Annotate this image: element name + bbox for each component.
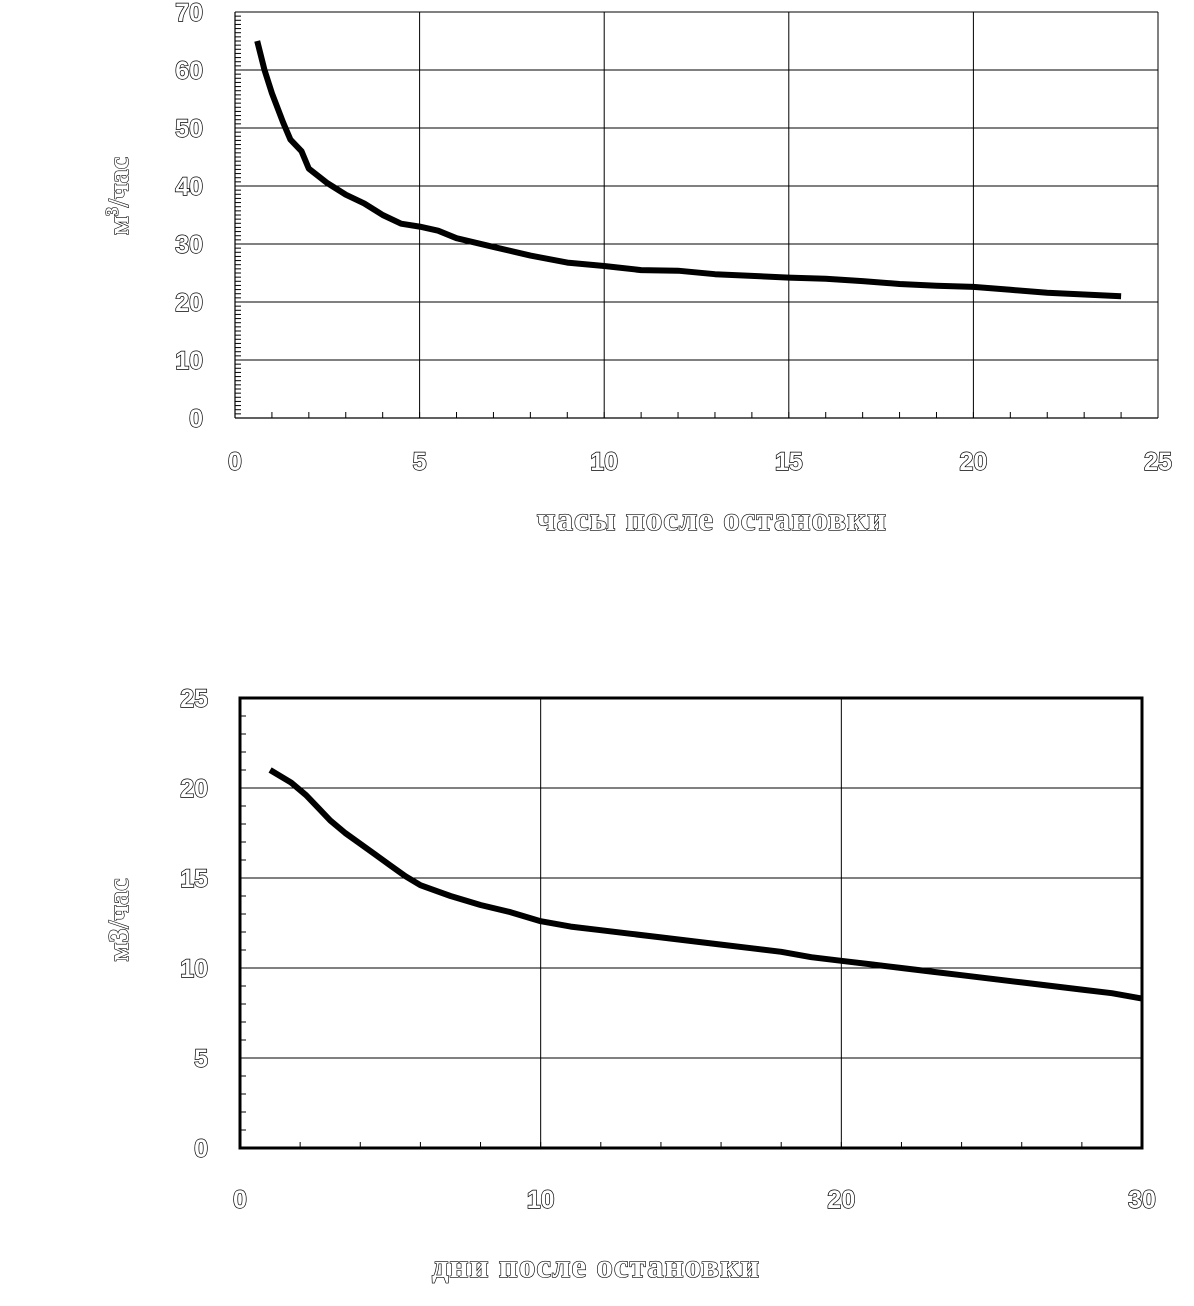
- x-tick-label: 10: [527, 1186, 555, 1214]
- y-tick-label: 20: [175, 289, 203, 317]
- series-line-0: [254, 40, 1122, 300]
- x-tick-label: 0: [233, 1186, 247, 1214]
- y-tick-label: 20: [180, 775, 208, 803]
- x-tick-label: 15: [775, 448, 803, 476]
- y-tick-label: 60: [175, 57, 203, 85]
- y-tick-label: 50: [175, 115, 203, 143]
- plot-frame-hours: [234, 12, 1159, 419]
- series-line-0: [268, 767, 1143, 1002]
- y-tick-label: 70: [175, 0, 203, 27]
- plot-frame-days: [238, 696, 1144, 1150]
- y-tick-label: 30: [175, 231, 203, 259]
- grid-hours: [235, 11, 1159, 418]
- tick-labels-days: 0 5 10 15 20 25 0 10 20 30: [179, 684, 1156, 1214]
- y-tick-label: 15: [180, 865, 208, 893]
- y-axis-label-hours: м3/час: [102, 157, 135, 235]
- grid-days: [240, 697, 1143, 1148]
- x-tick-label: 0: [228, 448, 242, 476]
- chart-hours: 0 10 20 30 40 50 60 70 0 5 10 15 20 25 часы после ост…: [101, 0, 1172, 539]
- tick-labels-hours: 0 10 20 30 40 50 60 70 0 5 10 15 20 25: [174, 0, 1172, 477]
- x-tick-label: 5: [413, 448, 427, 476]
- plot-border: [238, 696, 1144, 1150]
- x-tick-label: 30: [1128, 1186, 1156, 1214]
- x-tick-label: 20: [827, 1186, 855, 1214]
- x-tick-label: 10: [590, 448, 618, 476]
- chart-days: 0 5 10 15 20 25 0 10 20 30 дни после остановки м3…: [103, 684, 1156, 1285]
- minor-ticks-days: [239, 697, 1143, 1149]
- y-axis-label-days: м3/час: [104, 878, 135, 961]
- series-hours: [254, 40, 1122, 300]
- x-tick-label: 20: [959, 448, 987, 476]
- y-tick-label: 0: [189, 405, 203, 433]
- y-tick-label: 10: [175, 347, 203, 375]
- y-tick-label: 5: [194, 1045, 208, 1073]
- series-days: [268, 767, 1143, 1002]
- x-axis-label-days: дни после остановки: [432, 1249, 760, 1285]
- y-tick-label: 40: [175, 173, 203, 201]
- y-tick-label: 25: [180, 685, 208, 713]
- minor-ticks-hours: [234, 11, 1159, 419]
- y-tick-label: 10: [180, 955, 208, 983]
- x-tick-label: 25: [1144, 448, 1172, 476]
- y-tick-label: 0: [194, 1135, 208, 1163]
- x-axis-label-hours: часы после остановки: [537, 502, 887, 538]
